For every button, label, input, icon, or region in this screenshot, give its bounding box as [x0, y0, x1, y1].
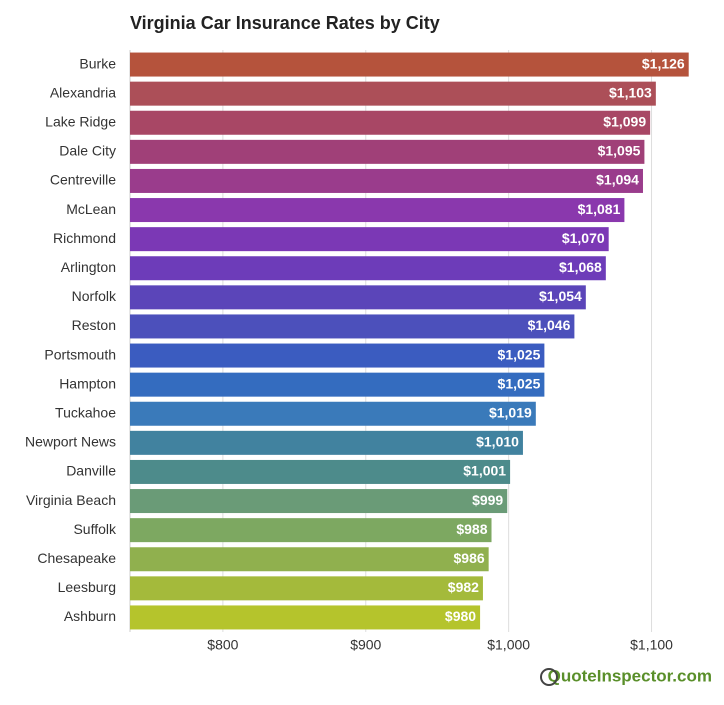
bar: [130, 518, 492, 543]
value-label: $1,099: [603, 113, 646, 129]
y-tick-label: Virginia Beach: [26, 492, 116, 508]
value-label: $1,025: [498, 375, 541, 391]
value-label: $1,095: [598, 143, 641, 159]
bar: [130, 256, 606, 281]
bar: [130, 489, 508, 514]
bar: [130, 605, 481, 630]
y-tick-label: Dale City: [59, 143, 116, 159]
value-label: $980: [445, 608, 476, 624]
y-tick-label: Arlington: [61, 259, 116, 275]
bar: [130, 110, 651, 135]
y-tick-label: Newport News: [25, 434, 116, 450]
y-tick-label: Centreville: [50, 172, 116, 188]
bar: [130, 81, 656, 106]
y-tick-label: Portsmouth: [44, 346, 116, 362]
value-label: $1,094: [596, 172, 639, 188]
chart-title: Virginia Car Insurance Rates by City: [130, 13, 440, 33]
value-label: $982: [448, 579, 479, 595]
y-tick-label: McLean: [66, 201, 116, 217]
y-tick-label: Ashburn: [64, 608, 116, 624]
y-tick-label: Hampton: [59, 375, 116, 391]
y-tick-label: Lake Ridge: [45, 113, 116, 129]
bar: [130, 576, 483, 601]
value-label: $999: [472, 492, 503, 508]
bar: [130, 459, 511, 484]
x-tick-label: $1,100: [630, 637, 673, 653]
value-label: $1,025: [498, 346, 541, 362]
brand: QuoteInspector.com: [548, 666, 712, 685]
x-tick-label: $900: [350, 637, 381, 653]
x-tick-label: $1,000: [487, 637, 530, 653]
bar: [130, 139, 645, 164]
value-label: $1,046: [528, 317, 571, 333]
value-label: $1,010: [476, 434, 519, 450]
y-tick-label: Alexandria: [50, 84, 116, 100]
bar: [130, 401, 536, 426]
brand-icon: [540, 668, 558, 686]
value-label: $1,070: [562, 230, 605, 246]
y-tick-label: Leesburg: [58, 579, 116, 595]
value-label: $1,068: [559, 259, 602, 275]
y-tick-label: Suffolk: [73, 521, 117, 537]
x-tick-label: $800: [207, 637, 238, 653]
value-label: $1,081: [578, 201, 621, 217]
value-label: $1,126: [642, 55, 685, 71]
y-tick-label: Tuckahoe: [55, 404, 116, 420]
bar: [130, 227, 609, 252]
y-tick-label: Chesapeake: [37, 550, 116, 566]
value-label: $986: [454, 550, 485, 566]
y-tick-label: Norfolk: [72, 288, 117, 304]
bar: [130, 198, 625, 223]
bar: [130, 52, 689, 77]
y-tick-label: Reston: [72, 317, 116, 333]
y-tick-label: Danville: [66, 463, 116, 479]
value-label: $988: [456, 521, 487, 537]
bar: [130, 372, 545, 397]
y-tick-label: Richmond: [53, 230, 116, 246]
bar: [130, 430, 523, 455]
y-tick-label: Burke: [79, 55, 116, 71]
bar: [130, 314, 575, 339]
plot: $800 $900 $1,000 $1,100 Burke $1,126 Alexandri…: [25, 50, 689, 653]
value-label: $1,001: [463, 463, 506, 479]
bar: [130, 343, 545, 368]
bar: [130, 168, 643, 193]
bar: [130, 285, 586, 310]
value-label: $1,103: [609, 84, 652, 100]
bar: [130, 547, 489, 572]
value-label: $1,019: [489, 404, 532, 420]
value-label: $1,054: [539, 288, 582, 304]
